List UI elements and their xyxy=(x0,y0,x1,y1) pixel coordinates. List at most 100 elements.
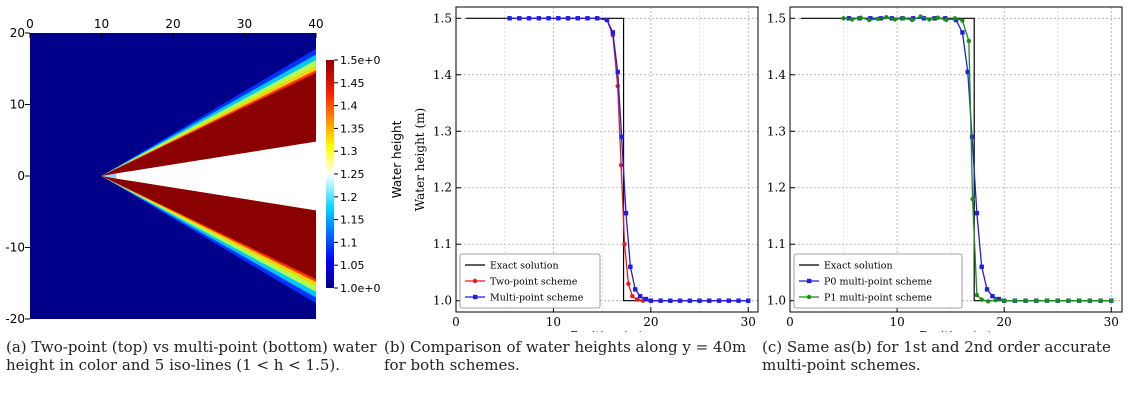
legend-entry-2: Two-point scheme xyxy=(490,277,578,288)
caption-b: (b) Comparison of water heights along y … xyxy=(384,338,747,374)
plot-frame xyxy=(455,6,759,313)
y-tick-label: 1.5 xyxy=(767,11,786,25)
series-point-3 xyxy=(1087,298,1093,303)
series-point-3 xyxy=(507,16,512,21)
series-point-3 xyxy=(1055,298,1060,303)
series-point-2 xyxy=(618,162,624,168)
series-point-2 xyxy=(965,69,970,75)
series-point-3 xyxy=(628,264,633,270)
y-tick-label: 1.1 xyxy=(433,237,452,251)
heatmap-x-tick-label: 30 xyxy=(237,17,252,31)
series-point-3 xyxy=(736,298,741,303)
series-point-3 xyxy=(1023,298,1028,303)
series-point-3 xyxy=(884,14,889,20)
x-tick-label: 20 xyxy=(643,315,658,329)
legend-marker xyxy=(806,294,812,300)
series-point-3 xyxy=(858,15,863,20)
series-point-3 xyxy=(648,298,654,303)
series-point-3 xyxy=(1034,298,1039,303)
series-point-3 xyxy=(716,298,722,303)
plot-frame xyxy=(789,6,1123,313)
colorbar-tick-label: 1.2 xyxy=(340,191,358,204)
colorbar-tick-label: 1.05 xyxy=(340,259,365,272)
caption-c: (c) Same as(b) for 1st and 2nd order acc… xyxy=(762,338,1111,374)
x-tick-label: 0 xyxy=(452,315,460,329)
heatmap-x-tick-label: 0 xyxy=(26,17,34,31)
series-point-3 xyxy=(841,16,846,21)
series-point-3 xyxy=(979,297,984,302)
heatmap-x-tick-label: 10 xyxy=(94,17,109,31)
water-height-comparison-chart: Water height 0 10 20 30 1.0 1.1 1.2 1.3 1.4 1.5 Pos… xyxy=(390,6,759,332)
series-point-2 xyxy=(996,296,1002,302)
y-tick-label: 1.4 xyxy=(433,68,452,82)
series-point-3 xyxy=(595,16,600,21)
series-point-3 xyxy=(526,16,532,21)
colorbar-label: Water height xyxy=(390,120,404,198)
series-point-2 xyxy=(622,242,627,247)
series-point-3 xyxy=(1044,298,1050,303)
series-point-2 xyxy=(626,281,631,286)
heatmap-y-tick-label: -20 xyxy=(5,312,25,326)
heatmap-y-tick-label: 0 xyxy=(17,169,25,183)
y-tick-label: 1.0 xyxy=(767,294,786,308)
series-point-3 xyxy=(966,38,972,44)
series-point-3 xyxy=(892,17,898,22)
series-point-3 xyxy=(517,16,522,21)
legend-box xyxy=(459,253,601,309)
legend-entry-1: Exact solution xyxy=(490,261,559,272)
series-point-3 xyxy=(536,16,542,21)
legend-entry-3: P1 multi-point scheme xyxy=(824,293,932,304)
series-point-3 xyxy=(687,298,693,303)
series-point-2 xyxy=(630,293,635,299)
series-point-3 xyxy=(546,16,551,21)
colorbar-tick-label: 1.0e+00 xyxy=(340,282,380,295)
series-point-2 xyxy=(979,264,984,270)
y-axis-label: Water height (m) xyxy=(413,108,427,211)
legend-entry-2: P0 multi-point scheme xyxy=(824,277,932,288)
series-point-3 xyxy=(1076,298,1082,303)
series-point-3 xyxy=(935,15,940,20)
colorbar-tick-label: 1.3 xyxy=(340,145,358,158)
series-point-3 xyxy=(867,17,872,23)
series-point-2 xyxy=(984,287,990,292)
lower-wedge-core xyxy=(101,176,316,279)
colorbar xyxy=(326,60,334,288)
series-point-3 xyxy=(615,69,620,75)
series-point-3 xyxy=(918,14,923,19)
series-point-3 xyxy=(697,298,702,303)
series-point-2 xyxy=(960,30,965,35)
series-point-3 xyxy=(849,17,855,22)
colorbar-tick-label: 1.15 xyxy=(340,214,365,227)
series-point-3 xyxy=(1012,298,1018,303)
heatmap-tip xyxy=(101,173,116,179)
colorbar-tick-label: 1.45 xyxy=(340,77,365,90)
series-point-3 xyxy=(707,298,712,303)
series-point-3 xyxy=(960,18,965,23)
series-point-3 xyxy=(901,16,906,21)
series-point-3 xyxy=(677,298,683,303)
heatmap-y-tick-label: -10 xyxy=(5,241,25,255)
y-tick-label: 1.1 xyxy=(767,237,786,251)
heatmap-x-tick-label: 40 xyxy=(308,17,323,31)
series-point-2 xyxy=(969,134,975,140)
legend-entry-1: Exact solution xyxy=(824,261,893,272)
y-tick-label: 1.4 xyxy=(767,68,786,82)
series-point-3 xyxy=(1001,298,1007,303)
heatmap-x-tick-label: 20 xyxy=(165,17,180,31)
legend-marker xyxy=(472,278,478,284)
y-tick-label: 1.5 xyxy=(433,11,452,25)
series-point-3 xyxy=(1066,298,1071,303)
x-tick-label: 10 xyxy=(889,315,904,329)
series-point-3 xyxy=(726,298,731,303)
series-point-3 xyxy=(985,299,991,304)
x-axis-label: Position (m) xyxy=(920,329,993,332)
caption-a: (a) Two-point (top) vs multi-point (bott… xyxy=(6,338,377,374)
series-point-3 xyxy=(565,16,571,21)
x-tick-label: 20 xyxy=(997,315,1012,329)
heatmap-center-region xyxy=(115,141,316,211)
series-point-3 xyxy=(909,17,915,23)
legend-marker xyxy=(807,278,812,284)
series-point-2 xyxy=(846,16,852,21)
y-tick-label: 1.3 xyxy=(767,124,786,138)
heatmap-y-tick-label: 20 xyxy=(10,26,25,40)
